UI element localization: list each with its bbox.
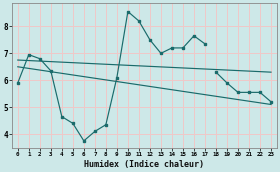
X-axis label: Humidex (Indice chaleur): Humidex (Indice chaleur)	[84, 159, 204, 169]
